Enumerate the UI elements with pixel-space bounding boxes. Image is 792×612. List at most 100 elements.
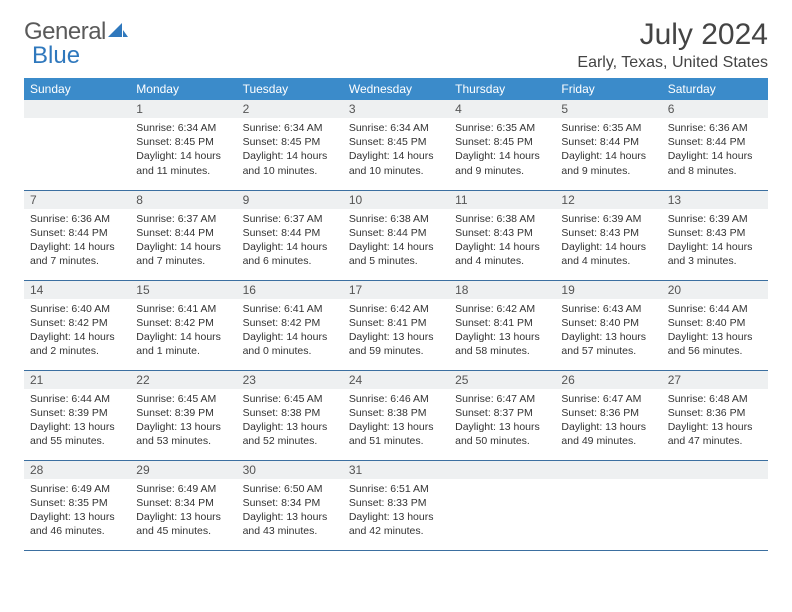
day-detail-line: Sunrise: 6:45 AM — [136, 392, 230, 406]
calendar-day-cell: 19Sunrise: 6:43 AMSunset: 8:40 PMDayligh… — [555, 280, 661, 370]
day-detail-line: Daylight: 14 hours — [243, 330, 337, 344]
day-detail-line: Sunset: 8:45 PM — [349, 135, 443, 149]
day-detail-line: and 7 minutes. — [30, 254, 124, 268]
day-detail-line: Daylight: 13 hours — [349, 330, 443, 344]
calendar-day-cell: 9Sunrise: 6:37 AMSunset: 8:44 PMDaylight… — [237, 190, 343, 280]
day-detail-line: and 43 minutes. — [243, 524, 337, 538]
day-details: Sunrise: 6:35 AMSunset: 8:44 PMDaylight:… — [555, 118, 661, 184]
day-detail-line: Sunset: 8:36 PM — [668, 406, 762, 420]
day-detail-line: Sunrise: 6:37 AM — [136, 212, 230, 226]
day-details: Sunrise: 6:34 AMSunset: 8:45 PMDaylight:… — [343, 118, 449, 184]
calendar-day-cell — [555, 460, 661, 550]
day-detail-line: Sunset: 8:40 PM — [561, 316, 655, 330]
calendar-day-cell — [24, 100, 130, 190]
day-detail-line: Sunset: 8:39 PM — [136, 406, 230, 420]
day-details: Sunrise: 6:44 AMSunset: 8:39 PMDaylight:… — [24, 389, 130, 455]
day-detail-line: Sunset: 8:40 PM — [668, 316, 762, 330]
calendar-day-cell: 26Sunrise: 6:47 AMSunset: 8:36 PMDayligh… — [555, 370, 661, 460]
day-detail-line: Sunrise: 6:41 AM — [243, 302, 337, 316]
day-details — [449, 479, 555, 488]
day-detail-line: Sunrise: 6:38 AM — [349, 212, 443, 226]
day-detail-line: Sunset: 8:43 PM — [668, 226, 762, 240]
weekday-header: Sunday — [24, 78, 130, 100]
day-detail-line: Sunset: 8:37 PM — [455, 406, 549, 420]
location-label: Early, Texas, United States — [24, 54, 768, 72]
day-details — [24, 118, 130, 127]
day-detail-line: Daylight: 13 hours — [668, 330, 762, 344]
month-title: July 2024 — [640, 18, 768, 52]
day-details: Sunrise: 6:41 AMSunset: 8:42 PMDaylight:… — [237, 299, 343, 365]
day-detail-line: Sunrise: 6:49 AM — [136, 482, 230, 496]
day-details: Sunrise: 6:49 AMSunset: 8:35 PMDaylight:… — [24, 479, 130, 545]
day-detail-line: and 11 minutes. — [136, 164, 230, 178]
day-detail-line: Sunrise: 6:34 AM — [243, 121, 337, 135]
day-details: Sunrise: 6:43 AMSunset: 8:40 PMDaylight:… — [555, 299, 661, 365]
calendar-week-row: 1Sunrise: 6:34 AMSunset: 8:45 PMDaylight… — [24, 100, 768, 190]
day-number: 2 — [237, 100, 343, 118]
day-detail-line: Sunset: 8:35 PM — [30, 496, 124, 510]
day-detail-line: and 5 minutes. — [349, 254, 443, 268]
day-detail-line: Daylight: 14 hours — [136, 240, 230, 254]
day-detail-line: Daylight: 13 hours — [136, 510, 230, 524]
day-number — [555, 461, 661, 479]
day-details: Sunrise: 6:42 AMSunset: 8:41 PMDaylight:… — [449, 299, 555, 365]
day-detail-line: and 47 minutes. — [668, 434, 762, 448]
day-detail-line: and 2 minutes. — [30, 344, 124, 358]
day-detail-line: and 46 minutes. — [30, 524, 124, 538]
day-detail-line: Sunrise: 6:45 AM — [243, 392, 337, 406]
day-details: Sunrise: 6:39 AMSunset: 8:43 PMDaylight:… — [555, 209, 661, 275]
day-detail-line: Sunset: 8:45 PM — [243, 135, 337, 149]
day-detail-line: and 57 minutes. — [561, 344, 655, 358]
day-detail-line: Sunrise: 6:50 AM — [243, 482, 337, 496]
calendar-day-cell: 11Sunrise: 6:38 AMSunset: 8:43 PMDayligh… — [449, 190, 555, 280]
day-detail-line: Sunrise: 6:40 AM — [30, 302, 124, 316]
day-detail-line: and 58 minutes. — [455, 344, 549, 358]
day-detail-line: Sunrise: 6:42 AM — [455, 302, 549, 316]
day-detail-line: Sunset: 8:33 PM — [349, 496, 443, 510]
day-detail-line: and 45 minutes. — [136, 524, 230, 538]
day-detail-line: Daylight: 13 hours — [243, 420, 337, 434]
calendar-body: 1Sunrise: 6:34 AMSunset: 8:45 PMDaylight… — [24, 100, 768, 550]
day-detail-line: Daylight: 13 hours — [668, 420, 762, 434]
day-details: Sunrise: 6:34 AMSunset: 8:45 PMDaylight:… — [130, 118, 236, 184]
day-detail-line: Sunrise: 6:34 AM — [136, 121, 230, 135]
day-number: 5 — [555, 100, 661, 118]
day-number: 1 — [130, 100, 236, 118]
calendar-day-cell: 27Sunrise: 6:48 AMSunset: 8:36 PMDayligh… — [662, 370, 768, 460]
calendar-day-cell: 5Sunrise: 6:35 AMSunset: 8:44 PMDaylight… — [555, 100, 661, 190]
day-number: 3 — [343, 100, 449, 118]
day-detail-line: and 52 minutes. — [243, 434, 337, 448]
weekday-header: Thursday — [449, 78, 555, 100]
calendar-day-cell: 1Sunrise: 6:34 AMSunset: 8:45 PMDaylight… — [130, 100, 236, 190]
calendar-table: SundayMondayTuesdayWednesdayThursdayFrid… — [24, 78, 768, 551]
day-detail-line: Sunrise: 6:43 AM — [561, 302, 655, 316]
day-detail-line: Sunrise: 6:41 AM — [136, 302, 230, 316]
day-detail-line: and 10 minutes. — [349, 164, 443, 178]
day-detail-line: Sunset: 8:38 PM — [349, 406, 443, 420]
logo-text-blue: Blue — [32, 42, 80, 70]
day-detail-line: Sunset: 8:44 PM — [561, 135, 655, 149]
day-detail-line: Daylight: 14 hours — [349, 240, 443, 254]
day-number: 20 — [662, 281, 768, 299]
day-number: 24 — [343, 371, 449, 389]
calendar-day-cell: 8Sunrise: 6:37 AMSunset: 8:44 PMDaylight… — [130, 190, 236, 280]
weekday-header: Tuesday — [237, 78, 343, 100]
calendar-day-cell: 24Sunrise: 6:46 AMSunset: 8:38 PMDayligh… — [343, 370, 449, 460]
day-detail-line: and 53 minutes. — [136, 434, 230, 448]
calendar-day-cell — [662, 460, 768, 550]
calendar-day-cell: 18Sunrise: 6:42 AMSunset: 8:41 PMDayligh… — [449, 280, 555, 370]
day-detail-line: Daylight: 14 hours — [349, 149, 443, 163]
day-detail-line: Sunrise: 6:42 AM — [349, 302, 443, 316]
calendar-day-cell: 4Sunrise: 6:35 AMSunset: 8:45 PMDaylight… — [449, 100, 555, 190]
day-number: 19 — [555, 281, 661, 299]
day-details: Sunrise: 6:39 AMSunset: 8:43 PMDaylight:… — [662, 209, 768, 275]
day-details: Sunrise: 6:51 AMSunset: 8:33 PMDaylight:… — [343, 479, 449, 545]
day-number: 16 — [237, 281, 343, 299]
day-detail-line: Sunrise: 6:51 AM — [349, 482, 443, 496]
weekday-header: Monday — [130, 78, 236, 100]
day-detail-line: Daylight: 14 hours — [455, 240, 549, 254]
day-detail-line: and 59 minutes. — [349, 344, 443, 358]
day-detail-line: and 6 minutes. — [243, 254, 337, 268]
day-detail-line: Sunset: 8:38 PM — [243, 406, 337, 420]
day-detail-line: and 50 minutes. — [455, 434, 549, 448]
